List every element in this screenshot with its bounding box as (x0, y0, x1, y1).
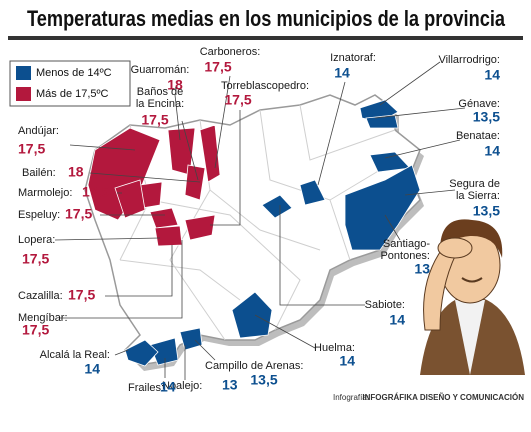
municipality-area (149, 337, 179, 366)
municipality-name: Carboneros: (200, 46, 261, 58)
municipality-name: Cazalilla: (18, 290, 63, 302)
leader-line (174, 94, 181, 141)
municipality-name: Sabiote: (365, 299, 405, 311)
municipality-area (124, 339, 159, 367)
municipality-area (344, 164, 421, 251)
leader-line (374, 107, 466, 119)
temperature-value: 17,5 (22, 322, 49, 338)
municipality-name: Alcalá la Real: (40, 349, 110, 361)
municipality-name: Andújar: (18, 125, 59, 137)
municipality-name: Huelma: (314, 342, 355, 354)
municipality-name: Marmolejo: (18, 187, 72, 199)
leader-line (105, 245, 173, 297)
municipality-name: Segura de (449, 178, 500, 190)
hair (440, 219, 503, 258)
temperature-value: 14 (160, 379, 176, 395)
municipality-name: Mengíbar: (18, 312, 68, 324)
municipality-name: Guarromán: (131, 64, 190, 76)
legend-label: Más de 17,5ºC (36, 88, 109, 100)
temperature-value: 18 (167, 77, 183, 93)
leader-line (379, 61, 441, 106)
temperature-value: 14 (484, 67, 500, 83)
hand (437, 237, 473, 259)
municipality-name: Villarrodrigo: (438, 54, 500, 66)
municipality-area (365, 114, 399, 129)
leader-line (194, 339, 216, 361)
municipality-name: Santiago- (383, 238, 430, 250)
municipality-name: la Sierra: (456, 190, 500, 202)
temperature-value: 14 (334, 65, 350, 81)
temperature-value: 17,5 (141, 112, 168, 128)
leader-line (210, 110, 241, 226)
leader-line (384, 139, 461, 159)
municipality-area (299, 179, 326, 206)
leader-line (181, 120, 199, 181)
temperature-value: 17,5 (18, 141, 45, 157)
temperature-value: 13 (222, 377, 238, 393)
municipality-name: Lopera: (18, 234, 55, 246)
title-rule (8, 36, 523, 40)
temperature-value: 17,5 (82, 184, 109, 200)
leader-line (214, 75, 231, 169)
municipality-area (179, 327, 203, 351)
temperature-value: 17,5 (68, 287, 95, 303)
legend-label: Menos de 14ºC (36, 67, 112, 79)
municipality-name: Benatae: (456, 130, 500, 142)
leader-line (114, 349, 129, 356)
municipality-name: Espeluy: (18, 209, 60, 221)
municipality-area (154, 225, 183, 247)
leader-line (384, 214, 401, 241)
municipality-name: Iznatoraf: (330, 52, 376, 64)
leader-line (60, 240, 183, 319)
leader-line (89, 172, 201, 183)
temperature-value: 14 (84, 361, 100, 377)
leader-line (54, 237, 161, 241)
leader-line (317, 81, 346, 186)
mouth (461, 277, 483, 283)
temperature-value: 13,5 (473, 203, 500, 219)
temperature-value: 13 (414, 261, 430, 277)
credit-prefix: Infografía: (333, 393, 369, 402)
leader-line (254, 314, 316, 349)
municipality-name: Frailes: (128, 382, 164, 394)
legend-swatch (16, 66, 31, 80)
leader-line (279, 205, 365, 306)
municipality-area (184, 164, 206, 201)
municipality-name: Génave: (458, 98, 500, 110)
municipality-name: Pontones: (380, 250, 430, 262)
municipality-name: Noalejo: (162, 380, 202, 392)
title: Temperaturas medias en los municipios de… (27, 6, 506, 31)
temperature-value: 17,5 (22, 251, 49, 267)
leader-line (69, 144, 136, 151)
municipality-name: Baños de (137, 86, 183, 98)
municipality-name: Campillo de Arenas: (205, 360, 303, 372)
temperature-value: 17,5 (204, 59, 231, 75)
municipality-area (149, 207, 179, 229)
municipality-area (261, 194, 293, 219)
legend-swatch (16, 87, 31, 101)
shirt (455, 300, 485, 375)
municipality-area (184, 214, 216, 241)
temperature-value: 14 (339, 353, 355, 369)
temperature-value: 14 (389, 312, 405, 328)
temperature-value: 13,5 (250, 372, 277, 388)
temperature-value: 17,5 (224, 92, 251, 108)
municipality-name: Torreblascopedro: (221, 80, 309, 92)
illustration (420, 219, 525, 375)
municipality-name: la Encina: (136, 98, 184, 110)
municipality-area (231, 291, 273, 339)
leader-line (404, 189, 456, 196)
temperature-value: 14 (484, 143, 500, 159)
temperature-value: 18 (68, 164, 84, 180)
municipality-area (114, 179, 146, 219)
temperature-value: 17,5 (65, 206, 92, 222)
municipality-name: Bailén: (22, 167, 56, 179)
temperature-value: 13,5 (473, 109, 500, 125)
credit-author: INFOGRÁFIKA DISEÑO Y COMUNICACIÓN (362, 393, 524, 402)
